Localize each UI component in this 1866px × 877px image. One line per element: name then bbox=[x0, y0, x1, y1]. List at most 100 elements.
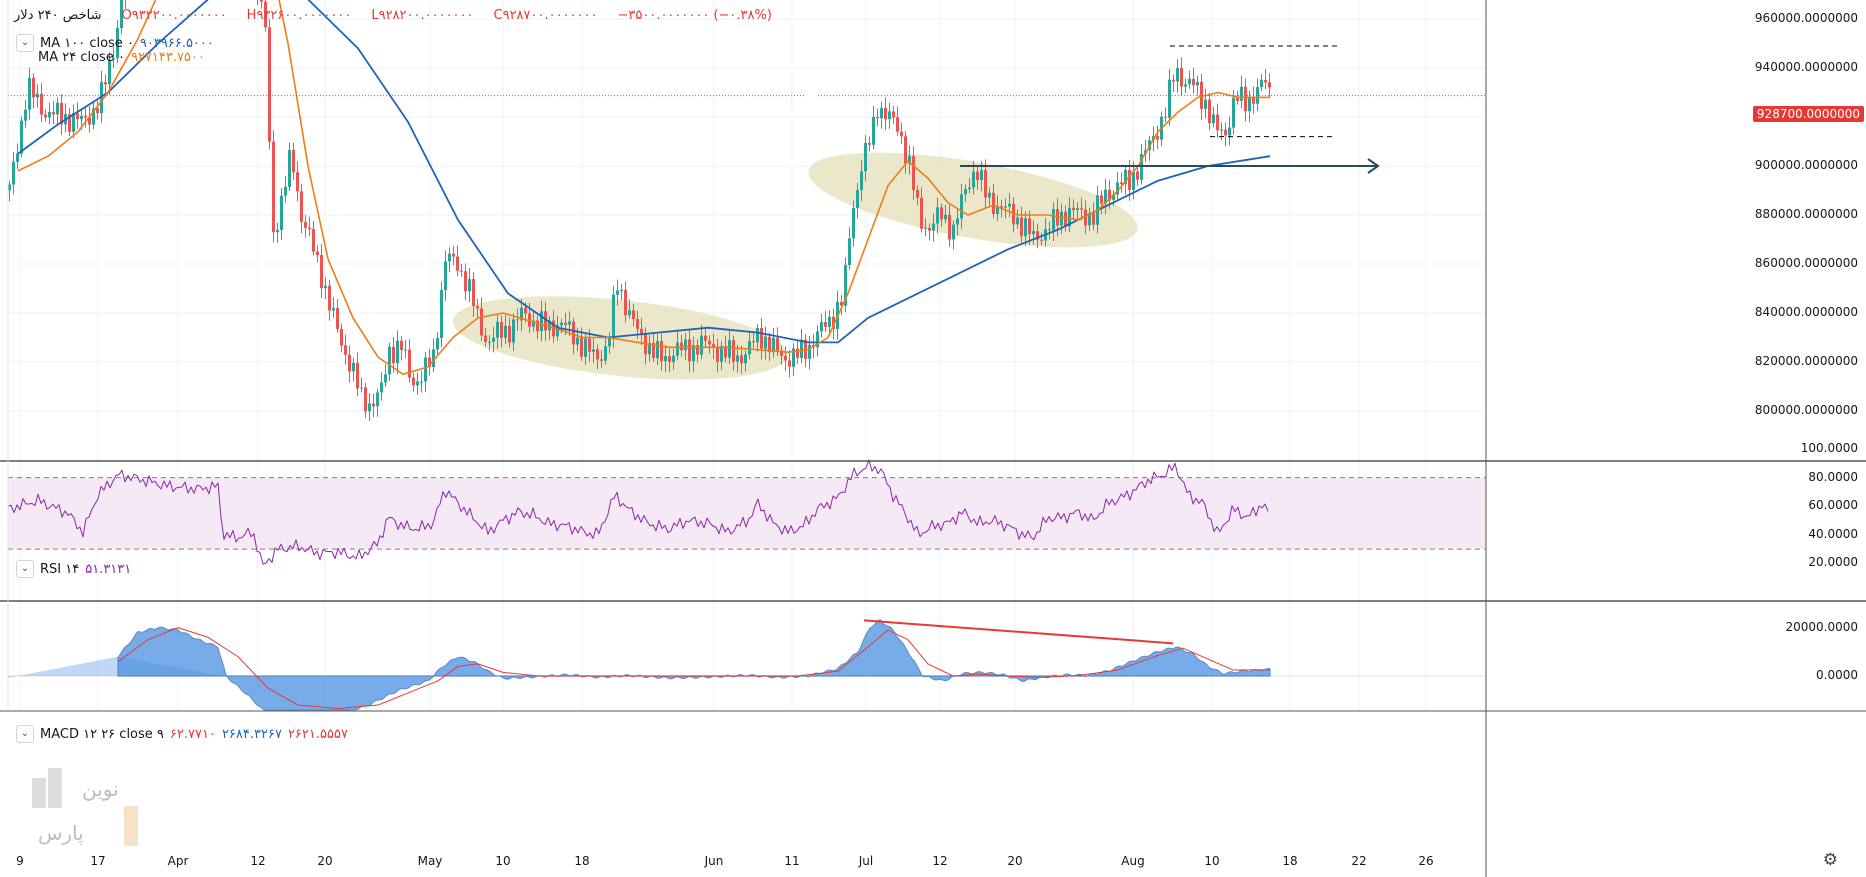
candle-body bbox=[1088, 213, 1091, 226]
date-tick-label: 18 bbox=[574, 854, 590, 868]
candle-body bbox=[968, 187, 971, 190]
date-tick-label: 12 bbox=[932, 854, 948, 868]
candle-body bbox=[1108, 189, 1111, 200]
ma100-value: ۹۰۳۹۶۶.۵۰۰۰ bbox=[139, 35, 214, 51]
ma24-label: MA ۲۴ close ۰ bbox=[38, 50, 125, 65]
candle-body bbox=[696, 345, 699, 355]
candle-body bbox=[992, 192, 995, 214]
rsi-tick-label: 40.0000 bbox=[1808, 526, 1858, 541]
candle-body bbox=[440, 290, 443, 339]
candle-body bbox=[1156, 136, 1159, 140]
date-tick-label: 12 bbox=[250, 854, 266, 868]
ohlc-change: −۳۵۰۰.۰۰۰۰۰۰۰ (−۰.۳۸%) bbox=[617, 8, 772, 23]
candle-body bbox=[892, 111, 895, 118]
candle-body bbox=[944, 214, 947, 220]
candle-body bbox=[1048, 229, 1051, 231]
price-tick-label: 880000.0000000 bbox=[1754, 207, 1858, 221]
candle-body bbox=[432, 349, 435, 367]
macd-tick-label: 0.0000 bbox=[1816, 668, 1858, 682]
date-tick-label: 18 bbox=[1282, 854, 1298, 868]
candle-body bbox=[884, 108, 887, 120]
candle-body bbox=[116, 28, 119, 59]
candle-body bbox=[484, 335, 487, 342]
candle-body bbox=[88, 117, 91, 125]
candle-body bbox=[412, 377, 415, 386]
candle-body bbox=[120, 0, 123, 29]
candle-body bbox=[1248, 97, 1251, 112]
candle-body bbox=[772, 337, 775, 353]
candle-body bbox=[700, 335, 703, 355]
price-tick-label: 900000.0000000 bbox=[1754, 158, 1858, 172]
candle-body bbox=[672, 355, 675, 362]
ma24-legend[interactable]: MA ۲۴ close ۰ ۹۲۷۱۴۳.۷۵۰۰ bbox=[38, 50, 205, 65]
rsi-legend[interactable]: ⌄ RSI ۱۴ ۵۱.۳۱۳۱ bbox=[16, 560, 131, 578]
candle-body bbox=[680, 342, 683, 351]
candle-body bbox=[924, 227, 927, 229]
macd-label: MACD ۱۲ ۲۶ close ۹ bbox=[40, 726, 164, 742]
date-tick-label: 20 bbox=[1007, 854, 1023, 868]
candle-body bbox=[1176, 68, 1179, 82]
chevron-down-icon[interactable]: ⌄ bbox=[16, 725, 34, 743]
date-tick-label: 17 bbox=[90, 854, 106, 868]
price-tick-label: 820000.0000000 bbox=[1754, 354, 1858, 368]
candle-body bbox=[80, 115, 83, 120]
candle-body bbox=[68, 114, 71, 132]
date-tick-label: 9 bbox=[16, 854, 24, 868]
gear-icon[interactable]: ⚙ bbox=[1822, 850, 1838, 870]
candle-body bbox=[376, 392, 379, 407]
last-price-tag: 928700.0000000 bbox=[1752, 106, 1864, 122]
candle-body bbox=[488, 341, 491, 343]
candle-body bbox=[532, 320, 535, 327]
candle-body bbox=[1112, 194, 1115, 200]
candle-body bbox=[600, 359, 603, 361]
candle-body bbox=[916, 189, 919, 198]
candle-body bbox=[1068, 207, 1071, 227]
candle-body bbox=[904, 136, 907, 164]
candle-body bbox=[492, 337, 495, 342]
candle-body bbox=[820, 322, 823, 332]
macd-legend[interactable]: ⌄ MACD ۱۲ ۲۶ close ۹ ۶۲.۷۷۱۰ ۲۶۸۴.۳۲۶۷ ۲… bbox=[16, 725, 348, 743]
candle-body bbox=[720, 346, 723, 362]
candle-body bbox=[284, 186, 287, 196]
candle-body bbox=[864, 143, 867, 172]
candle-body bbox=[48, 111, 51, 118]
macd-divergence-line bbox=[863, 619, 1174, 645]
candle-body bbox=[1036, 231, 1039, 240]
candle-body bbox=[44, 114, 47, 118]
candle-body bbox=[784, 355, 787, 361]
date-tick-label: 22 bbox=[1351, 854, 1367, 868]
candle-body bbox=[260, 0, 263, 2]
candle-body bbox=[320, 255, 323, 289]
candle-body bbox=[920, 197, 923, 229]
candle-body bbox=[744, 354, 747, 364]
arrow-head-icon bbox=[1367, 158, 1380, 174]
candle-body bbox=[612, 294, 615, 338]
chevron-down-icon[interactable]: ⌄ bbox=[16, 560, 34, 578]
candle-body bbox=[296, 172, 299, 192]
candle-body bbox=[456, 256, 459, 271]
candle-body bbox=[960, 194, 963, 219]
candle-body bbox=[268, 27, 271, 142]
ma100-legend[interactable]: ⌄ MA ۱۰۰ close ۰ ۹۰۳۹۶۶.۵۰۰۰ bbox=[16, 34, 214, 52]
candle-body bbox=[592, 349, 595, 352]
candle-body bbox=[16, 153, 19, 162]
candle-body bbox=[400, 340, 403, 351]
macd-tick-label: 20000.0000 bbox=[1785, 619, 1858, 634]
candle-body bbox=[1004, 206, 1007, 208]
candle-body bbox=[852, 207, 855, 239]
candle-body bbox=[336, 308, 339, 329]
candle-body bbox=[360, 387, 363, 389]
candle-body bbox=[272, 141, 275, 233]
chevron-down-icon[interactable]: ⌄ bbox=[16, 34, 34, 52]
candle-body bbox=[576, 337, 579, 345]
candle-body bbox=[524, 307, 527, 314]
candle-body bbox=[1240, 86, 1243, 101]
date-tick-label: May bbox=[417, 854, 443, 868]
candle-body bbox=[808, 344, 811, 359]
candle-body bbox=[108, 59, 111, 85]
candle-body bbox=[908, 156, 911, 164]
candle-body bbox=[804, 339, 807, 359]
candle-body bbox=[1008, 203, 1011, 207]
rsi-value: ۵۱.۳۱۳۱ bbox=[85, 561, 132, 577]
